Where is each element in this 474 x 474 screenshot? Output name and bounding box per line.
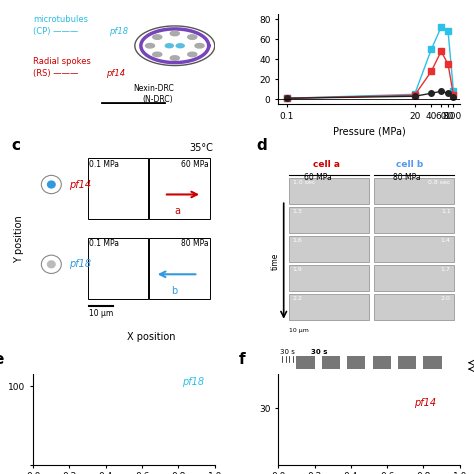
Bar [374,207,455,233]
Bar [149,237,210,299]
Text: 1.6: 1.6 [293,237,302,243]
Text: Nexin-DRC: Nexin-DRC [133,84,174,93]
Text: X position: X position [127,332,175,343]
Text: 2.0: 2.0 [441,296,451,301]
Bar [296,356,315,369]
Text: 1.7: 1.7 [441,267,451,272]
Text: 60 MPa: 60 MPa [181,160,209,169]
Bar [289,236,369,262]
Bar [374,178,455,204]
Circle shape [47,181,56,189]
Text: 0.8 sec: 0.8 sec [428,180,451,184]
Text: 0.1 MPa: 0.1 MPa [90,160,119,169]
Text: pf18: pf18 [182,377,204,387]
Bar [374,294,455,320]
Bar [373,356,391,369]
Bar [289,207,369,233]
Text: 1.9: 1.9 [293,267,302,272]
Text: 60 MPa: 60 MPa [304,173,331,182]
Bar [289,178,369,204]
Text: (RS) ———: (RS) ——— [33,69,81,78]
Bar [88,237,148,299]
Bar [88,158,148,219]
Bar [322,356,340,369]
Bar [347,356,365,369]
Text: 30 s: 30 s [311,349,328,355]
Circle shape [195,44,204,48]
Text: pf14: pf14 [414,398,437,408]
Text: 1.4: 1.4 [441,237,451,243]
Text: 10 μm: 10 μm [289,328,309,333]
Circle shape [170,31,179,36]
Text: Radial spokes: Radial spokes [33,57,91,66]
Circle shape [170,56,179,60]
Text: 1.1: 1.1 [441,209,451,214]
Circle shape [153,35,162,39]
Text: Y position: Y position [14,216,24,263]
Bar [289,265,369,291]
Text: a: a [175,206,181,216]
Text: 0.1 MPa: 0.1 MPa [90,239,119,248]
Text: 80 MPa: 80 MPa [392,173,420,182]
Text: 10 μm: 10 μm [90,309,114,318]
Text: (N-DRC): (N-DRC) [142,95,173,104]
Text: 35°C: 35°C [189,143,213,153]
Circle shape [176,44,184,48]
Circle shape [146,44,155,48]
Circle shape [153,52,162,57]
Bar [398,356,416,369]
Text: 80 MPa: 80 MPa [181,239,209,248]
Circle shape [188,35,197,39]
Text: e: e [0,352,4,367]
Circle shape [165,44,173,48]
Text: microtubules: microtubules [33,15,88,24]
Text: d: d [256,138,267,153]
Bar [423,356,442,369]
Text: 30 s: 30 s [280,349,295,355]
Bar [149,158,210,219]
Text: time: time [271,252,280,270]
Text: pf18: pf18 [70,259,91,269]
Text: 1.3: 1.3 [293,209,302,214]
Circle shape [188,52,197,57]
Text: cell b: cell b [396,160,423,169]
Circle shape [47,260,56,268]
X-axis label: Pressure (MPa): Pressure (MPa) [333,127,405,137]
Text: cell a: cell a [313,160,340,169]
Text: 2.2: 2.2 [293,296,303,301]
Text: c: c [11,138,20,153]
Text: 1.0 sec: 1.0 sec [293,180,315,184]
Text: b: b [171,286,177,296]
Text: pf14: pf14 [106,69,125,78]
Bar [374,236,455,262]
Text: pf14: pf14 [70,180,91,190]
Bar [289,294,369,320]
Text: pf18: pf18 [109,27,128,36]
Text: (CP) ———: (CP) ——— [33,27,81,36]
Text: f: f [238,352,245,367]
Bar [374,265,455,291]
